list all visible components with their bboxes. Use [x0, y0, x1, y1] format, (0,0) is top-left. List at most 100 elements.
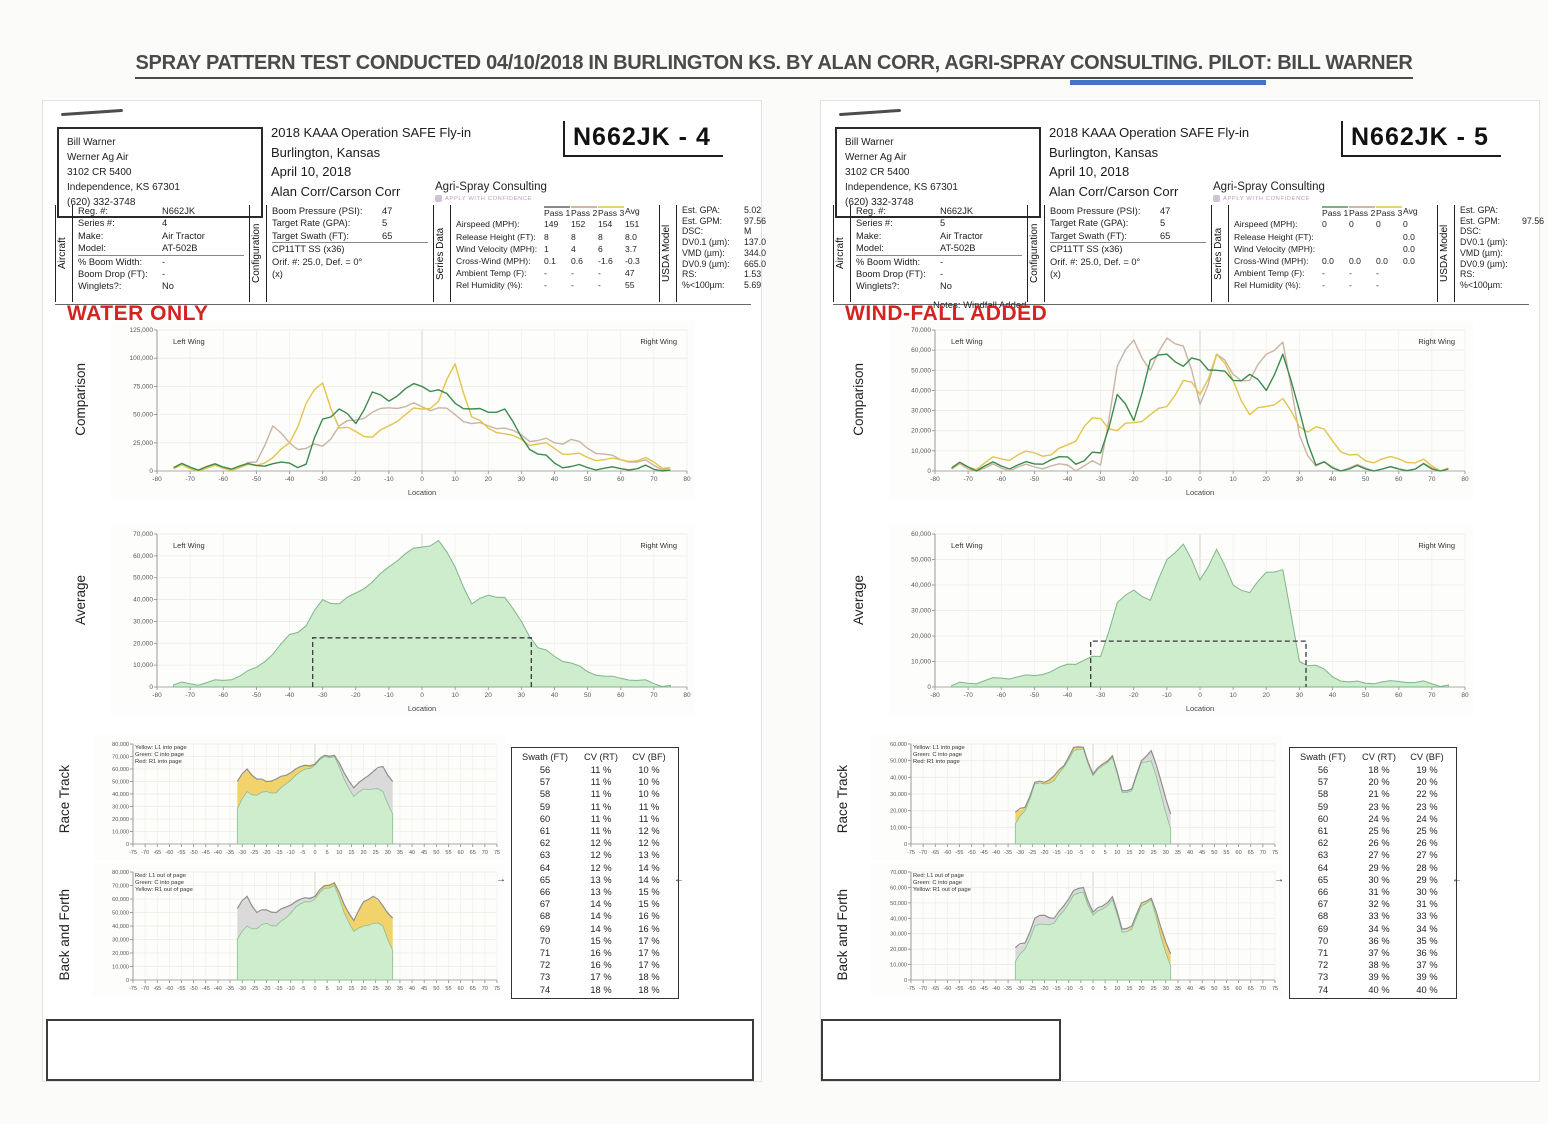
table-row: Target Swath (FT): 65 [1050, 230, 1171, 241]
consulting-tagline: APPLY WITH CONFIDENCE [435, 195, 547, 202]
svg-text:-75: -75 [907, 850, 915, 856]
section-label-usda-model: USDA Model [1437, 205, 1455, 302]
text-line: 3102 CR 5400 [845, 167, 910, 178]
event-block: 2018 KAAA Operation SAFE Fly-in Burlingto… [1049, 123, 1249, 201]
chart-axis-title-race-track: Race Track [835, 765, 850, 834]
svg-text:Green: C into page: Green: C into page [913, 880, 962, 886]
svg-text:35: 35 [1175, 850, 1181, 856]
svg-text:Left Wing: Left Wing [951, 337, 983, 346]
comparison-chart: -80 -70 -60 -50 -40 -30 -20 -10 0 10 20 30 40 50 60 70 8… [111, 321, 695, 499]
svg-text:Green: C into page: Green: C into page [913, 752, 962, 758]
svg-text:70: 70 [650, 692, 658, 699]
address-box: Bill Warner Werner Ag Air 3102 CR 5400 Inde… [57, 127, 263, 218]
svg-text:-20: -20 [262, 850, 270, 856]
aircraft-table: Reg. #: N662JK Series #: 5 Make: Air Tractor M… [856, 205, 1022, 302]
svg-text:-20: -20 [1040, 850, 1048, 856]
text-line: 3102 CR 5400 [67, 167, 132, 178]
svg-text:-10: -10 [384, 692, 394, 699]
svg-text:0: 0 [927, 684, 931, 691]
svg-text:-50: -50 [1030, 476, 1040, 483]
svg-text:10: 10 [1114, 850, 1120, 856]
swath-header-row: Swath (FT) CV (RT) CV (BF) [1300, 752, 1444, 762]
svg-text:40,000: 40,000 [112, 924, 129, 930]
swath-row: 72 38 % 37 % [1317, 960, 1438, 971]
svg-text:25: 25 [373, 986, 379, 992]
table-row: Series #: 4 [78, 218, 168, 229]
svg-text:15: 15 [1126, 850, 1132, 856]
scan-artifact [838, 108, 902, 117]
configuration-table: Boom Pressure (PSI): 47 Target Rate (GPA):… [1050, 205, 1206, 302]
svg-text:70,000: 70,000 [911, 327, 931, 334]
text-line: Burlington, Kansas [1049, 144, 1159, 160]
svg-text:15: 15 [348, 850, 354, 856]
text-line: CP11TT SS (x36) [1050, 244, 1123, 255]
svg-text:-70: -70 [919, 850, 927, 856]
table-row: RS: 1.53 [682, 269, 762, 280]
svg-text:20: 20 [360, 986, 366, 992]
title-part-highlighted: CONSULTING. PILOT [1070, 52, 1266, 79]
section-label-aircraft: Aircraft [833, 205, 851, 302]
svg-text:-15: -15 [1053, 850, 1061, 856]
table-row: %<100µm: [1460, 279, 1503, 290]
target-swath-arrow-icon: ← [1452, 873, 1462, 885]
svg-text:45: 45 [1199, 850, 1205, 856]
data-tables-strip: Aircraft Reg. #: N662JK Series #: 5 Make: Air… [833, 205, 1544, 305]
text-line: Burlington, Kansas [271, 144, 381, 160]
text-line: Alan Corr/Carson Corr [1049, 183, 1179, 199]
text-line: Werner Ag Air [845, 152, 907, 163]
svg-text:-15: -15 [275, 850, 283, 856]
svg-text:70: 70 [1260, 850, 1266, 856]
svg-text:40,000: 40,000 [890, 775, 907, 781]
swath-row: 56 11 % 10 % [539, 765, 660, 775]
svg-text:Yellow: R1 out of page: Yellow: R1 out of page [913, 887, 971, 893]
svg-text:Yellow: L1 into page: Yellow: L1 into page [135, 745, 187, 751]
svg-text:-35: -35 [1004, 850, 1012, 856]
svg-text:Yellow: R1 out of page: Yellow: R1 out of page [135, 887, 193, 893]
table-row: Make: Air Tractor [78, 230, 205, 241]
svg-text:70: 70 [1428, 476, 1436, 483]
svg-text:10: 10 [1230, 476, 1238, 483]
consulting-tagline: APPLY WITH CONFIDENCE [1213, 195, 1325, 202]
comment-box [821, 1019, 1061, 1081]
title-part-1: SPRAY PATTERN TEST CONDUCTED 04/10/2018 … [135, 52, 1071, 79]
svg-text:-55: -55 [178, 850, 186, 856]
average-chart: -80 -70 -60 -50 -40 -30 -20 -10 0 10 20 30 40 50 60 70 8… [111, 525, 695, 715]
table-row: Boom Pressure (PSI): 47 [1050, 206, 1171, 216]
section-label-configuration: Configuration [1027, 205, 1045, 302]
svg-text:35: 35 [397, 986, 403, 992]
back-and-forth-chart: -75 -70 -65 -60 -55 -50 -45 -40 -35 -30 -25 -20 -15-… [93, 863, 505, 995]
text-line: April 10, 2018 [271, 164, 352, 179]
swath-row: 73 17 % 18 % [539, 972, 660, 983]
text-line: Independence, KS 67301 [67, 182, 180, 193]
swath-row: 62 26 % 26 % [1317, 838, 1438, 849]
svg-text:45: 45 [1199, 986, 1205, 992]
svg-text:5: 5 [1104, 850, 1107, 856]
section-label-configuration: Configuration [249, 205, 267, 302]
table-row: Winglets?: No [856, 281, 952, 292]
svg-text:0: 0 [149, 468, 153, 475]
table-row: Target Swath (FT): 65 [272, 230, 393, 241]
svg-text:-10: -10 [1065, 986, 1073, 992]
svg-text:20: 20 [1138, 986, 1144, 992]
svg-text:-60: -60 [165, 850, 173, 856]
swath-row: 57 11 % 10 % [539, 777, 660, 788]
svg-text:-80: -80 [152, 692, 162, 699]
svg-text:60: 60 [458, 986, 464, 992]
table-row: % Boom Width: - [78, 254, 244, 268]
svg-text:Right Wing: Right Wing [640, 337, 677, 346]
svg-text:0: 0 [1198, 476, 1202, 483]
consulting-name: Agri-Spray Consulting [1213, 181, 1325, 193]
unit-id: N662JK - 5 [1341, 121, 1501, 157]
svg-text:80: 80 [1461, 476, 1469, 483]
svg-text:-30: -30 [318, 692, 328, 699]
swath-row: 71 16 % 17 % [539, 948, 660, 959]
text-line: 2018 KAAA Operation SAFE Fly-in [1049, 125, 1250, 140]
svg-text:70: 70 [482, 850, 488, 856]
svg-text:-10: -10 [384, 476, 394, 483]
table-header-row: Pass 1 Pass 2 Pass 3 Avg [1322, 206, 1418, 218]
svg-text:5: 5 [326, 850, 329, 856]
svg-text:-60: -60 [997, 692, 1007, 699]
report-page-1: Bill Warner Werner Ag Air 3102 CR 5400 Inde… [42, 100, 766, 1082]
svg-text:-20: -20 [1129, 692, 1139, 699]
svg-text:-55: -55 [956, 850, 964, 856]
